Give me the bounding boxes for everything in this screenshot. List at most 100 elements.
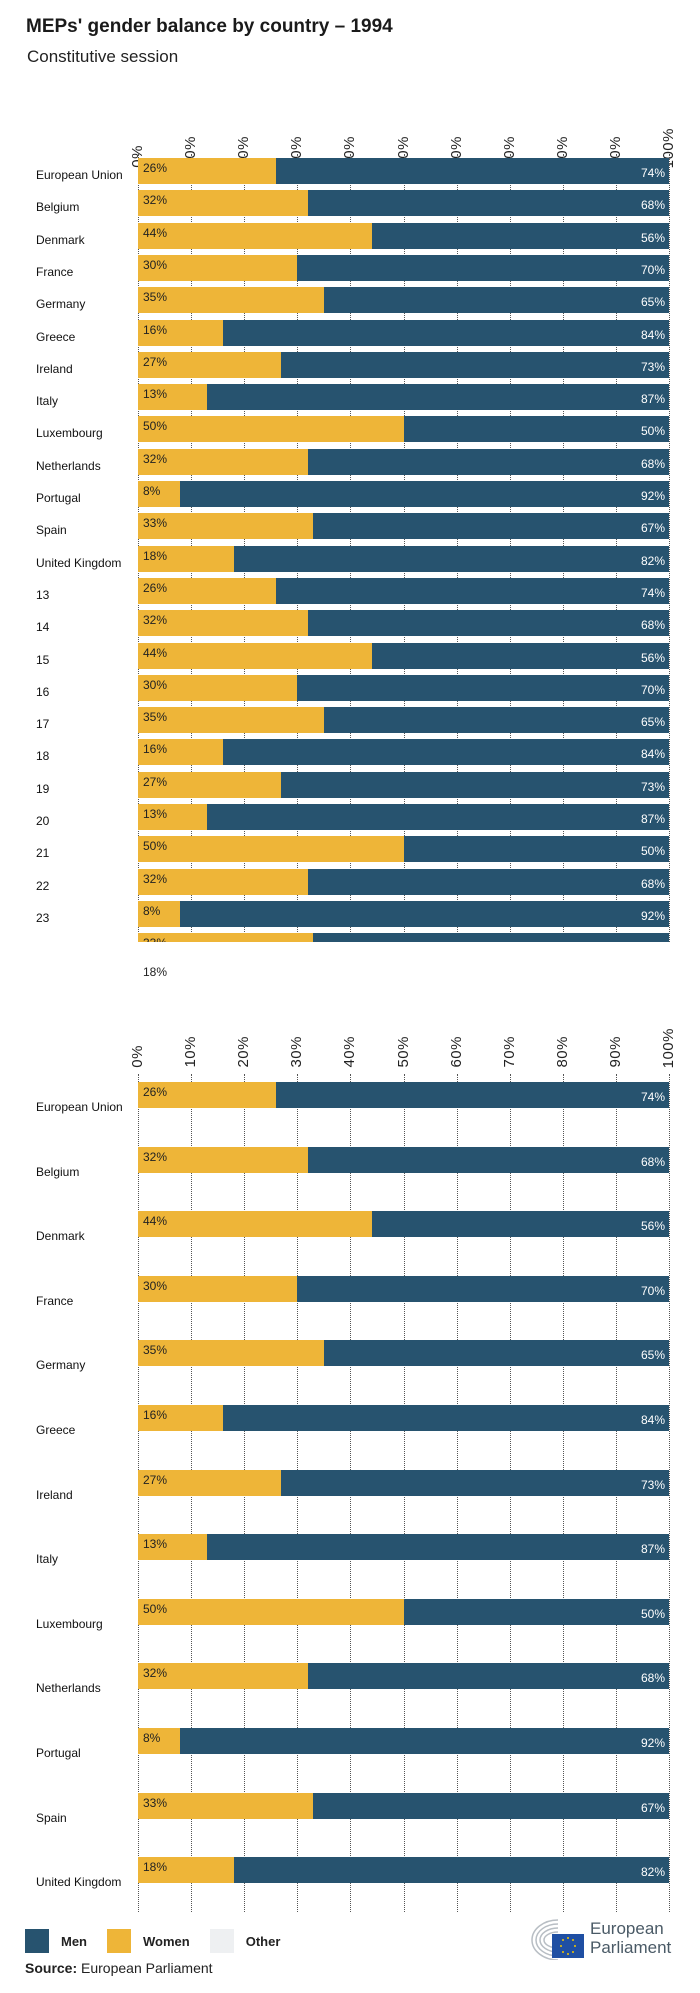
category-label: Portugal bbox=[36, 1746, 81, 1760]
data-label-men: 67% bbox=[640, 521, 665, 536]
european-parliament-logo: European Parliament bbox=[528, 1916, 671, 1960]
data-label-men: 56% bbox=[640, 230, 665, 245]
bar-men bbox=[307, 1663, 669, 1690]
data-label-women: 35% bbox=[143, 710, 168, 725]
bar-women bbox=[138, 1534, 208, 1561]
bar-women bbox=[138, 351, 282, 378]
data-label-men: 68% bbox=[640, 618, 665, 633]
category-label: Greece bbox=[36, 1423, 76, 1437]
data-label-men: 65% bbox=[640, 1348, 665, 1363]
bar-men bbox=[371, 1211, 669, 1238]
bar-women bbox=[138, 545, 234, 572]
data-label-women: 16% bbox=[143, 742, 168, 757]
data-label-women: 35% bbox=[143, 1343, 168, 1358]
category-label: Netherlands bbox=[36, 1681, 101, 1696]
bar-women bbox=[138, 868, 308, 895]
data-label-women: 16% bbox=[143, 322, 168, 337]
data-label-women: 44% bbox=[143, 1214, 168, 1229]
data-label-men: 84% bbox=[640, 1413, 665, 1427]
category-label: 16 bbox=[36, 684, 50, 699]
bar-women bbox=[138, 1340, 324, 1367]
bar-men bbox=[281, 1469, 669, 1496]
legend-swatch-men bbox=[25, 1929, 49, 1953]
category-label: European Union bbox=[36, 1100, 123, 1114]
category-label: 17 bbox=[36, 717, 50, 732]
data-label-women: 27% bbox=[143, 354, 168, 369]
data-label-women: 35% bbox=[143, 290, 168, 305]
bar-men bbox=[233, 1857, 669, 1884]
chart-title: MEPs' gender balance by country – 1994 bbox=[26, 16, 393, 37]
data-label-women: 32% bbox=[143, 871, 168, 886]
data-label-men: 92% bbox=[640, 908, 665, 923]
bar-men bbox=[403, 836, 669, 863]
data-label-women: 13% bbox=[143, 1537, 168, 1552]
bar-women bbox=[138, 674, 298, 701]
data-label-men: 68% bbox=[640, 198, 665, 213]
data-label-men: 56% bbox=[640, 1219, 665, 1234]
data-label-men: 70% bbox=[640, 682, 665, 697]
bar-women bbox=[138, 384, 208, 411]
bar-women bbox=[138, 513, 314, 540]
category-label: 14 bbox=[36, 620, 50, 635]
bar-men bbox=[403, 416, 669, 443]
data-label-women: 32% bbox=[143, 193, 168, 208]
bar-men bbox=[276, 158, 669, 184]
bar-men bbox=[307, 190, 669, 217]
bars-area: 26% 74% 32% 68% 44% 56% 30% 70% 35% 65% 16% 84% 27% 7… bbox=[138, 1082, 669, 1884]
bar-women bbox=[138, 1792, 314, 1819]
data-label-men: 84% bbox=[640, 327, 665, 342]
legend-label: Other bbox=[245, 1933, 281, 1949]
bar-women bbox=[138, 610, 308, 637]
data-label-men: 73% bbox=[640, 779, 665, 794]
data-label-men: 73% bbox=[640, 1477, 665, 1492]
category-label: Ireland bbox=[36, 1487, 73, 1502]
category-label: United Kingdom bbox=[36, 1875, 122, 1890]
bar-men bbox=[276, 1082, 669, 1108]
bar-men bbox=[297, 1275, 669, 1302]
bar-men bbox=[297, 674, 669, 701]
category-label: Spain bbox=[36, 523, 67, 538]
category-label: Greece bbox=[36, 329, 76, 344]
category-label: Denmark bbox=[36, 232, 85, 247]
category-label: Spain bbox=[36, 1810, 67, 1825]
bar-men bbox=[371, 222, 669, 249]
category-label: United Kingdom bbox=[36, 555, 122, 570]
category-label: Italy bbox=[36, 394, 59, 409]
data-label-men: 92% bbox=[640, 1736, 665, 1750]
data-label-men: 68% bbox=[640, 456, 665, 471]
data-label-women: 32% bbox=[143, 1666, 168, 1681]
bar-women bbox=[138, 319, 223, 346]
bar-women bbox=[138, 739, 223, 766]
bar-women bbox=[138, 1275, 298, 1302]
bar-men bbox=[180, 481, 669, 507]
data-label-men: 50% bbox=[640, 1606, 665, 1621]
data-label-men: 82% bbox=[640, 1865, 665, 1880]
data-label-women: 33% bbox=[143, 936, 167, 942]
bar-women bbox=[138, 707, 324, 734]
bar-women bbox=[138, 1857, 234, 1884]
category-label: Ireland bbox=[36, 361, 73, 376]
bar-men bbox=[313, 1792, 669, 1819]
data-label-men: 82% bbox=[640, 553, 665, 568]
bar-men bbox=[313, 513, 669, 540]
gridline bbox=[669, 1074, 670, 1912]
data-label-women: 44% bbox=[143, 645, 168, 660]
data-label-men: 74% bbox=[640, 166, 665, 180]
legend: Men Women Other bbox=[25, 1929, 300, 1953]
bar-women bbox=[138, 254, 298, 281]
data-label-women: 13% bbox=[143, 807, 168, 821]
bar-women bbox=[138, 642, 372, 669]
data-label-women: 13% bbox=[143, 387, 168, 402]
bar-men bbox=[307, 448, 669, 475]
data-label-women: 32% bbox=[143, 613, 168, 628]
data-label-women: 33% bbox=[143, 516, 168, 531]
bar-men bbox=[307, 1146, 669, 1173]
category-label: Netherlands bbox=[36, 458, 101, 473]
legend-swatch-other bbox=[209, 1929, 234, 1953]
logo-text-line1: European bbox=[590, 1919, 664, 1938]
source-text: European Parliament bbox=[81, 1960, 213, 1976]
data-label-women: 18% bbox=[143, 1860, 168, 1875]
data-label-men: 73% bbox=[640, 359, 665, 374]
bar-men bbox=[403, 1598, 669, 1625]
bar-women bbox=[138, 1663, 308, 1690]
